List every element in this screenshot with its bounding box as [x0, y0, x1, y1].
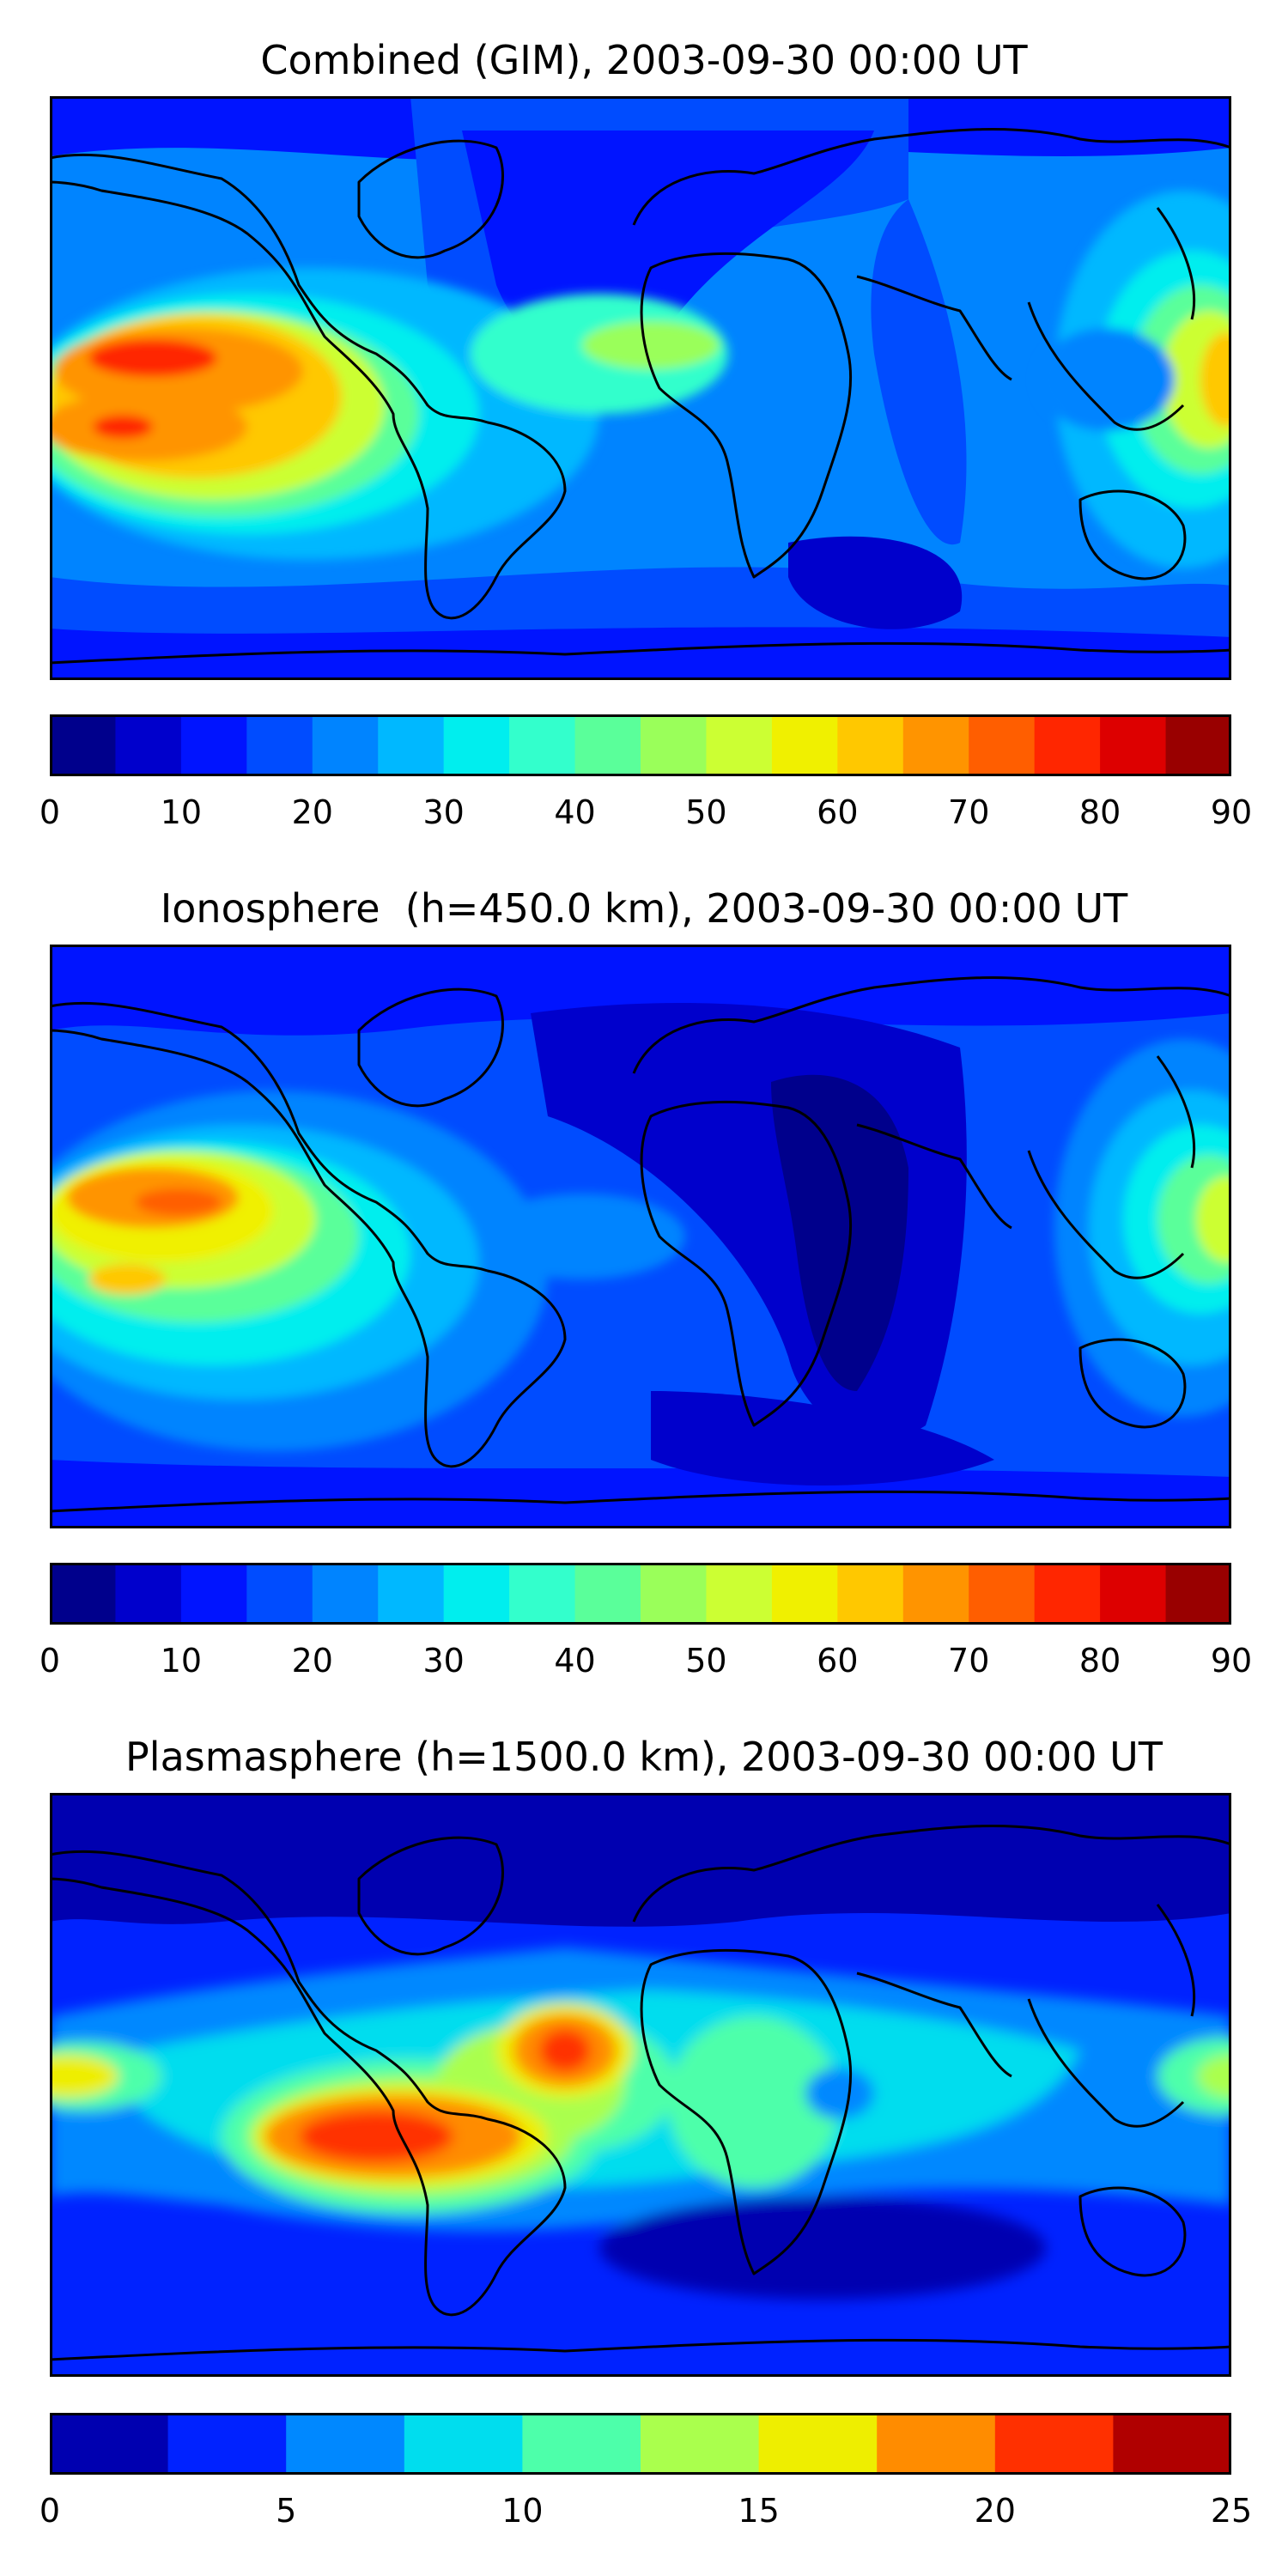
colorbar-tick-label: 60	[817, 1642, 859, 1680]
colorbar-bin	[312, 714, 379, 776]
colorbar-tick-label: 40	[554, 1642, 596, 1680]
colorbar-tick-label: 30	[422, 1642, 465, 1680]
colorbar-combined	[50, 714, 1231, 776]
colorbar-tick-label: 0	[39, 793, 61, 831]
colorbar-bin	[115, 1563, 182, 1625]
map-combined-gim	[50, 96, 1231, 680]
colorbar-bin	[641, 2413, 760, 2475]
colorbar-plasmasphere	[50, 2413, 1231, 2475]
colorbar-bin	[969, 714, 1036, 776]
colorbar-bin	[50, 714, 116, 776]
colorbar-tick-label: 40	[554, 793, 596, 831]
colorbar-bin	[115, 714, 182, 776]
colorbar-bin	[706, 714, 773, 776]
colorbar-tick-label: 20	[291, 1642, 333, 1680]
map-plasmasphere	[50, 1793, 1231, 2377]
map-ionosphere	[50, 945, 1231, 1528]
colorbar-bin	[902, 1563, 969, 1625]
colorbar-bin	[443, 714, 510, 776]
colorbar-bin	[180, 714, 247, 776]
colorbar-bin	[1165, 714, 1231, 776]
colorbar-tick-label: 70	[948, 793, 990, 831]
colorbar-tick-label: 80	[1078, 1642, 1121, 1680]
colorbar-bin	[758, 2413, 878, 2475]
colorbar-tick-label: 80	[1078, 793, 1121, 831]
colorbar-bin	[443, 1563, 510, 1625]
colorbar-tick-label: 5	[276, 2492, 297, 2530]
map-title: Plasmasphere (h=1500.0 km), 2003-09-30 0…	[125, 1734, 1163, 1780]
colorbar-bin	[50, 1563, 116, 1625]
colorbar-bin	[902, 714, 969, 776]
colorbar-bin	[286, 2413, 405, 2475]
colorbar-bin	[312, 1563, 379, 1625]
colorbar-tick-label: 10	[160, 1642, 203, 1680]
colorbar-ionosphere	[50, 1563, 1231, 1625]
colorbar-tick-label: 60	[817, 793, 859, 831]
colorbar-bin	[574, 714, 641, 776]
colorbar-bin	[969, 1563, 1036, 1625]
colorbar-tick-label: 10	[501, 2492, 544, 2530]
map-title: Combined (GIM), 2003-09-30 00:00 UT	[260, 37, 1028, 83]
colorbar-bin	[246, 1563, 313, 1625]
colorbar-tick-label: 50	[685, 793, 727, 831]
colorbar-bin	[1113, 2413, 1231, 2475]
colorbar-bin	[641, 714, 707, 776]
colorbar-bin	[180, 1563, 247, 1625]
colorbar-tick-label: 20	[974, 2492, 1016, 2530]
colorbar-tick-label: 10	[160, 793, 203, 831]
colorbar-bin	[404, 2413, 523, 2475]
colorbar-bin	[706, 1563, 773, 1625]
colorbar-tick-label: 0	[39, 1642, 61, 1680]
colorbar-bin	[522, 2413, 641, 2475]
colorbar-bin	[378, 1563, 445, 1625]
colorbar-tick-label: 25	[1210, 2492, 1253, 2530]
colorbar-bin	[574, 1563, 641, 1625]
colorbar-tick-label: 90	[1210, 793, 1253, 831]
colorbar-tick-label: 15	[738, 2492, 780, 2530]
colorbar-bin	[246, 714, 313, 776]
colorbar-bin	[1100, 1563, 1167, 1625]
colorbar-tick-label: 90	[1210, 1642, 1253, 1680]
colorbar-bin	[378, 714, 445, 776]
colorbar-bin	[509, 1563, 576, 1625]
colorbar-bin	[837, 1563, 904, 1625]
colorbar-bin	[509, 714, 576, 776]
map-title: Ionosphere (h=450.0 km), 2003-09-30 00:0…	[160, 885, 1128, 932]
colorbar-tick-label: 0	[39, 2492, 61, 2530]
colorbar-bin	[167, 2413, 287, 2475]
colorbar-bin	[771, 714, 838, 776]
colorbar-bin	[1034, 1563, 1101, 1625]
colorbar-tick-label: 30	[422, 793, 465, 831]
colorbar-bin	[877, 2413, 996, 2475]
colorbar-bin	[771, 1563, 838, 1625]
colorbar-bin	[1100, 714, 1167, 776]
colorbar-tick-label: 70	[948, 1642, 990, 1680]
colorbar-bin	[1165, 1563, 1231, 1625]
colorbar-tick-label: 20	[291, 793, 333, 831]
colorbar-bin	[837, 714, 904, 776]
colorbar-tick-label: 50	[685, 1642, 727, 1680]
colorbar-bin	[1034, 714, 1101, 776]
colorbar-bin	[50, 2413, 169, 2475]
colorbar-bin	[641, 1563, 707, 1625]
colorbar-bin	[994, 2413, 1114, 2475]
